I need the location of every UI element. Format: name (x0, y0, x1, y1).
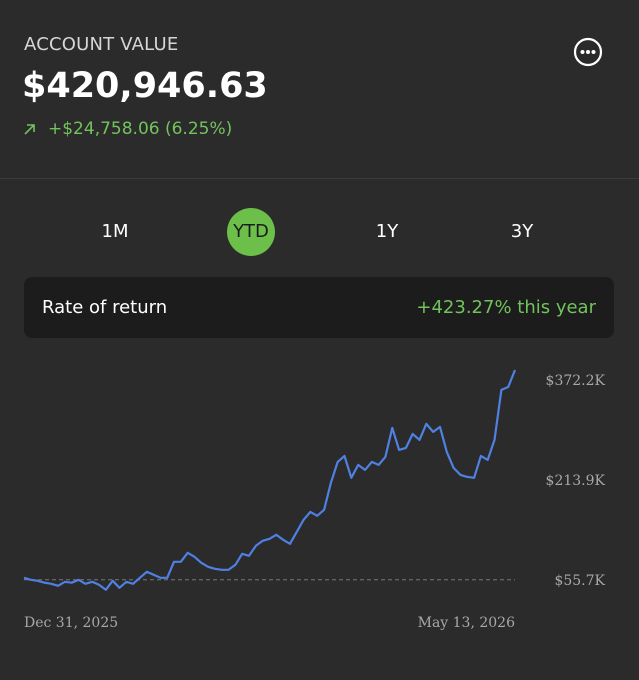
chart: $372.2K $213.9K $55.7K Dec 31, 2025 May 13, … (23, 369, 606, 631)
more-menu-button[interactable] (572, 36, 604, 68)
value-line (23, 369, 517, 591)
rate-value: +423.27% this year (416, 297, 596, 318)
rate-label: Rate of return (42, 297, 168, 318)
y-tick-label: $55.7K (554, 573, 605, 589)
range-button[interactable]: 1M (101, 221, 129, 242)
x-tick-label: Dec 31, 2025 (24, 615, 118, 631)
account-label: ACCOUNT VALUE (24, 34, 179, 55)
range-button[interactable]: YTD (227, 208, 275, 256)
range-button[interactable]: 3Y (510, 221, 534, 242)
rate-of-return-card: Rate of return +423.27% this year (24, 277, 614, 338)
account-change: +$24,758.06 (6.25%) (48, 119, 233, 139)
y-tick-label: $372.2K (546, 373, 606, 389)
x-tick-label: May 13, 2026 (418, 615, 515, 631)
divider (0, 178, 639, 179)
account-value: $420,946.63 (22, 66, 268, 106)
y-tick-label: $213.9K (546, 473, 606, 489)
up-arrow-icon (24, 124, 35, 135)
range-button[interactable]: 1Y (375, 221, 399, 242)
